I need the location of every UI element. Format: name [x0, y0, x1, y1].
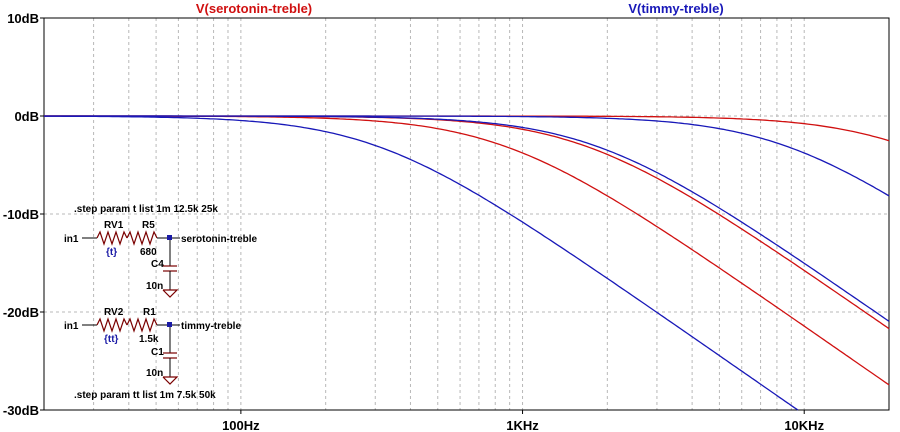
ground-symbol-2 [162, 376, 179, 385]
node-serotonin-treble [167, 235, 172, 240]
rv2-value: {tt} [104, 334, 119, 345]
c4-label: C4 [151, 259, 164, 270]
series-line-serotonin-0 [44, 115, 890, 142]
x-tick-label: 10KHz [784, 418, 824, 432]
r5-value: 680 [140, 247, 157, 258]
rv1-value: {t} [106, 247, 117, 258]
resistor-r5 [126, 230, 158, 246]
series-line-timmy-3 [44, 115, 890, 197]
schematic: .step param t list 1m 12.5k 25k in1 RV1 … [64, 204, 258, 401]
y-tick-label: 0dB [14, 109, 39, 124]
axis-ticks: 10dB 0dB -10dB -20dB -30dB 100Hz 1KHz 10KHz [3, 11, 825, 432]
legend-timmy-treble[interactable]: V(timmy-treble) [628, 1, 723, 16]
y-tick-label: 10dB [7, 11, 39, 26]
c1-label: C1 [151, 347, 164, 358]
node-timmy-treble [167, 322, 172, 327]
x-tick-label: 100Hz [222, 418, 260, 432]
r1-label: R1 [143, 307, 156, 318]
y-tick-label: -30dB [3, 403, 39, 418]
step-directive-t: .step param t list 1m 12.5k 25k [74, 204, 218, 215]
series-line-serotonin-2 [44, 115, 890, 386]
ground-symbol-1 [162, 289, 179, 298]
y-tick-label: -10dB [3, 207, 39, 222]
series [44, 115, 890, 411]
x-tick-label: 1KHz [506, 418, 539, 432]
r1-value: 1.5k [139, 334, 159, 345]
step-directive-tt: .step param tt list 1m 7.5k 50k [74, 390, 216, 401]
y-tick-label: -20dB [3, 305, 39, 320]
series-line-timmy-5 [44, 115, 799, 411]
net-serotonin-treble: serotonin-treble [181, 234, 258, 245]
net-timmy-treble: timmy-treble [181, 321, 241, 332]
rv2-label: RV2 [104, 307, 124, 318]
resistor-r1 [126, 317, 158, 333]
rv1-label: RV1 [104, 220, 124, 231]
r5-label: R5 [142, 220, 155, 231]
resistor-rv1 [96, 230, 128, 246]
net-in1-top: in1 [64, 234, 79, 245]
series-line-timmy-4 [44, 115, 890, 322]
c1-value: 10n [146, 368, 163, 379]
resistor-rv2 [96, 317, 128, 333]
legend-serotonin-treble[interactable]: V(serotonin-treble) [196, 1, 312, 16]
c4-value: 10n [146, 281, 163, 292]
net-in1-bottom: in1 [64, 321, 79, 332]
